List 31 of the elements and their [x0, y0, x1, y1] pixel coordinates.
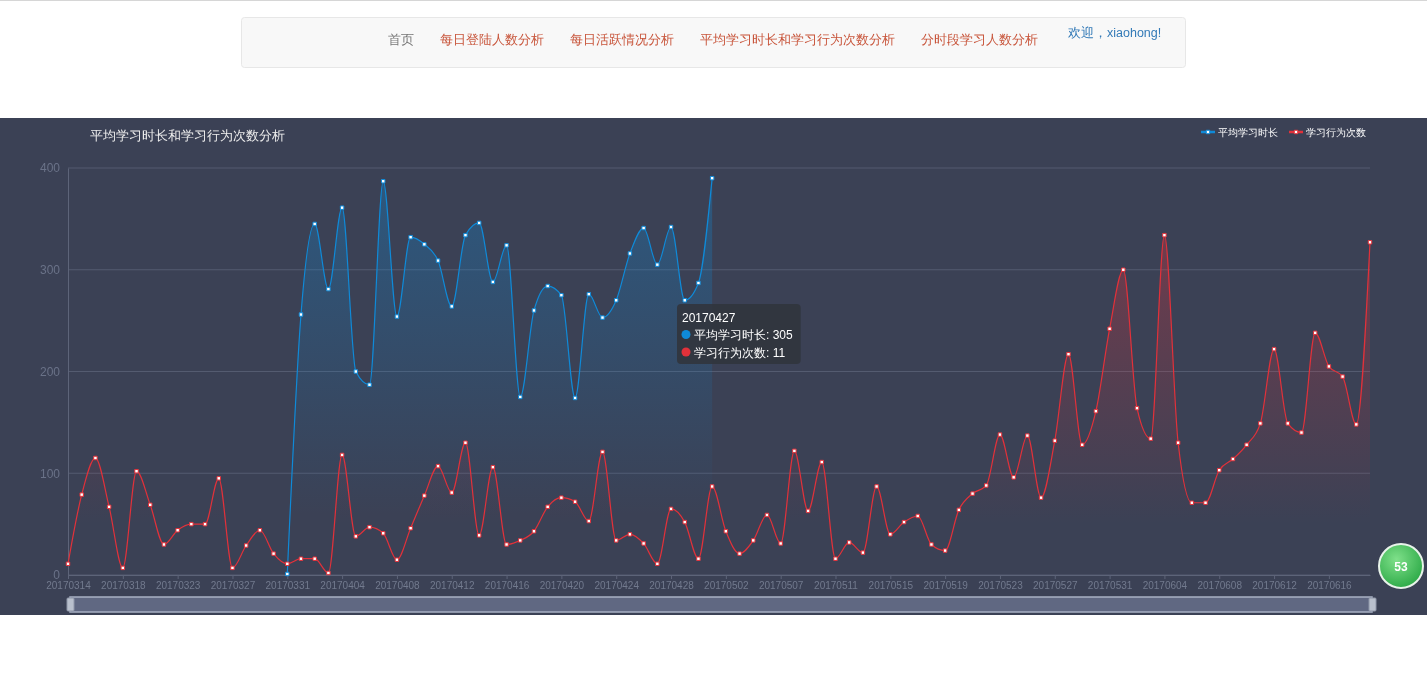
x-tick-label: 20170416: [484, 580, 530, 592]
x-tick-label: 20170420: [539, 580, 585, 592]
text: 平均学习时长和学习行为次数分析: [700, 31, 895, 47]
annotation: 20170427: [682, 310, 736, 325]
text: 每日活跃情况分析: [570, 31, 674, 47]
x-tick-label: 20170314: [46, 580, 92, 592]
legend-label: 学习行为次数: [1306, 126, 1366, 138]
legend-label: 平均学习时长: [1218, 126, 1278, 138]
x-tick-label: 20170331: [265, 580, 311, 592]
count-badge: 53: [1378, 543, 1424, 589]
x-tick-label: 20170327: [210, 580, 256, 592]
text: 分时段学习人数分析: [921, 31, 1038, 47]
annotation: 平均学习时长: 305: [694, 328, 794, 342]
x-tick-label: 20170412: [430, 580, 475, 592]
text: 每日登陆人数分析: [440, 31, 544, 47]
text: 欢迎，xiaohong!: [1068, 25, 1162, 40]
x-tick-label: 20170404: [320, 580, 366, 592]
x-tick-label: 20170515: [868, 580, 914, 592]
x-tick-label: 20170604: [1142, 580, 1188, 592]
x-tick-label: 20170527: [1033, 580, 1078, 592]
x-tick-label: 20170519: [923, 580, 969, 592]
x-tick-label: 20170523: [978, 580, 1024, 592]
x-tick-label: 20170531: [1087, 580, 1133, 592]
x-tick-label: 20170424: [594, 580, 640, 592]
x-tick-label: 20170428: [649, 580, 695, 592]
x-tick-label: 20170608: [1197, 580, 1243, 592]
x-tick-label: 20170323: [155, 580, 201, 592]
chart-title: 平均学习时长和学习行为次数分析: [90, 128, 285, 143]
x-tick-label: 20170408: [375, 580, 421, 592]
text: 首页: [388, 31, 414, 47]
annotation: 学习行为次数: 11: [694, 345, 786, 360]
